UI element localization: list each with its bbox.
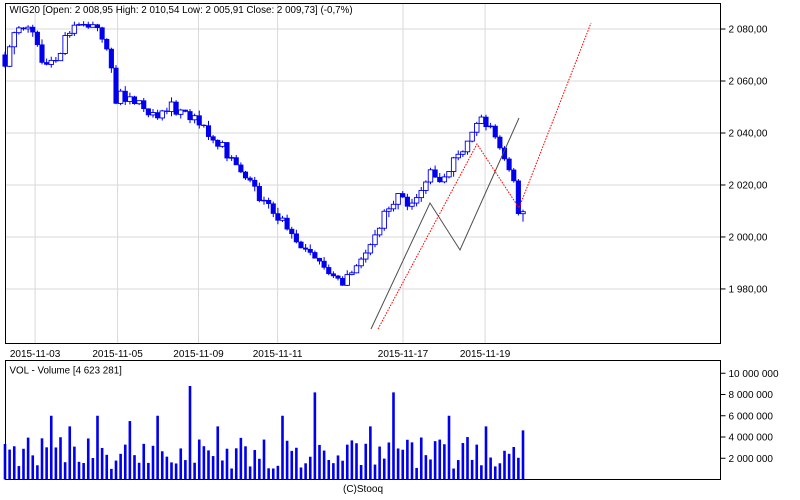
svg-text:2 000 000: 2 000 000: [729, 454, 774, 465]
svg-text:2015-11-05: 2015-11-05: [92, 349, 143, 360]
svg-text:2 080,00: 2 080,00: [729, 25, 768, 36]
svg-text:4 000 000: 4 000 000: [729, 433, 774, 444]
svg-text:2015-11-09: 2015-11-09: [173, 349, 224, 360]
svg-text:2 020,00: 2 020,00: [729, 180, 768, 191]
svg-text:2 040,00: 2 040,00: [729, 128, 768, 139]
svg-text:6 000 000: 6 000 000: [729, 411, 774, 422]
svg-text:2 000,00: 2 000,00: [729, 232, 768, 243]
svg-text:10 000 000: 10 000 000: [729, 369, 779, 380]
svg-text:WIG20 [Open: 2 008,95 High: 2: WIG20 [Open: 2 008,95 High: 2 010,54 Low…: [10, 5, 353, 16]
svg-text:2015-11-17: 2015-11-17: [378, 349, 429, 360]
svg-text:2 060,00: 2 060,00: [729, 77, 768, 88]
svg-text:1 980,00: 1 980,00: [729, 284, 768, 295]
svg-text:2015-11-19: 2015-11-19: [460, 349, 511, 360]
svg-text:2015-11-11: 2015-11-11: [253, 349, 303, 360]
svg-text:2015-11-03: 2015-11-03: [10, 349, 61, 360]
svg-text:(C)Stooq: (C)Stooq: [343, 484, 383, 495]
svg-text:8 000 000: 8 000 000: [729, 390, 774, 401]
svg-text:VOL - Volume [4 623 281]: VOL - Volume [4 623 281]: [10, 366, 123, 377]
